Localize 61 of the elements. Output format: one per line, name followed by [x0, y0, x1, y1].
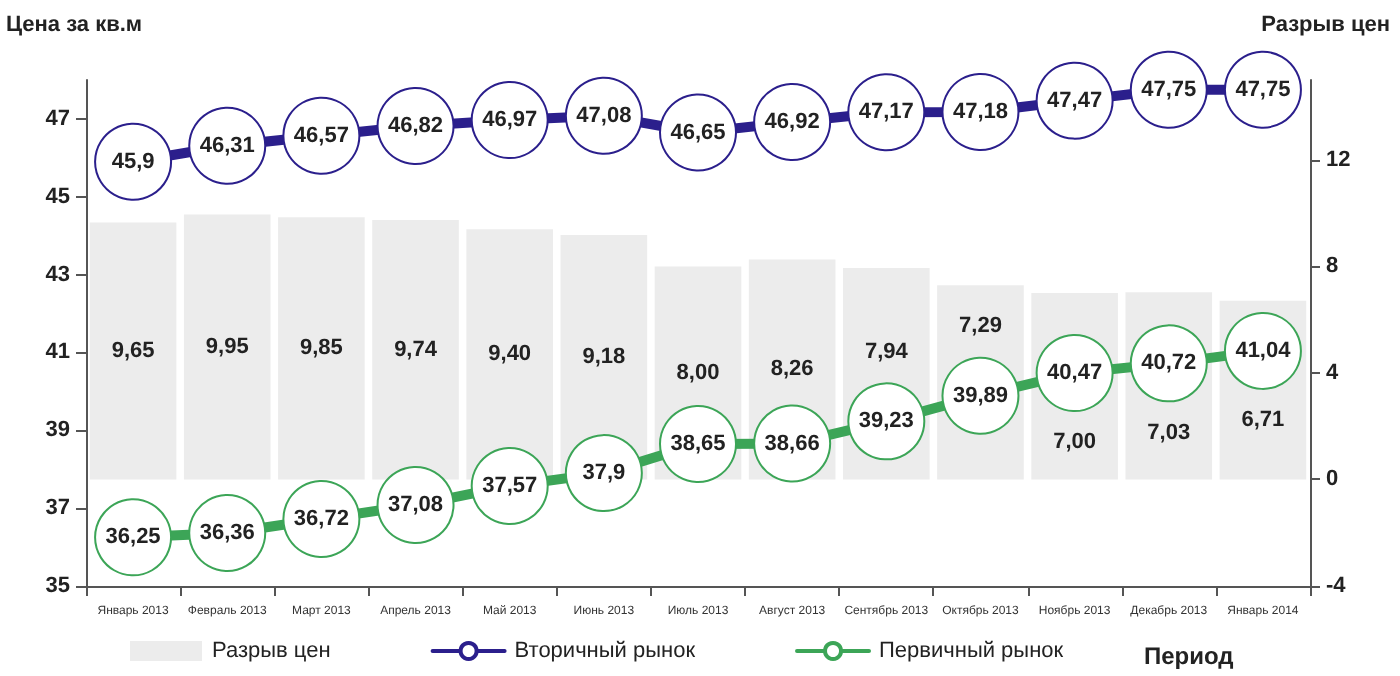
data-label: 9,40 [488, 342, 532, 367]
data-label: 39,89 [952, 383, 1008, 408]
data-label: 7,94 [864, 340, 910, 365]
data-label: 47,08 [576, 103, 632, 128]
data-label: 46,97 [482, 108, 538, 133]
data-label: 7,00 [1053, 430, 1097, 455]
y-tick-label: 41 [45, 340, 70, 365]
bar [372, 220, 459, 480]
y-axis-title: Цена за кв.м [6, 13, 143, 37]
data-label: 46,82 [388, 113, 444, 138]
data-label: 37,57 [482, 473, 538, 498]
legend-label: Вторичный рынок [514, 639, 696, 663]
data-label: 36,72 [293, 507, 349, 532]
data-label: 8,26 [770, 357, 814, 382]
y2-tick-label: -4 [1326, 574, 1348, 598]
y-tick-label: 47 [45, 106, 70, 131]
y-tick-label: 43 [45, 262, 70, 287]
data-label: 37,9 [582, 461, 626, 486]
y-tick-label: 35 [45, 574, 70, 598]
data-label: 9,74 [394, 337, 439, 362]
legend-label: Первичный рынок [879, 639, 1064, 663]
data-label: 46,57 [293, 123, 349, 148]
data-label: 38,66 [764, 431, 820, 456]
data-label: 9,65 [111, 338, 155, 363]
data-label: 40,72 [1141, 351, 1197, 376]
data-label: 39,23 [858, 409, 914, 434]
data-label: 38,65 [670, 431, 726, 456]
data-label: 9,95 [205, 334, 249, 359]
data-label: 47,17 [858, 100, 914, 125]
y-tick-label: 37 [45, 496, 70, 521]
legend-label: Разрыв цен [212, 639, 331, 663]
y2-tick-label: 0 [1326, 467, 1339, 492]
y-tick-label: 45 [45, 184, 70, 209]
data-label: 47,18 [952, 99, 1008, 124]
data-label: 40,47 [1047, 361, 1103, 386]
data-label: 9,18 [582, 345, 626, 370]
data-label: 36,25 [105, 525, 161, 550]
data-label: 6,71 [1241, 408, 1285, 433]
y2-tick-label: 12 [1326, 147, 1351, 172]
x-axis-title: Период [1144, 642, 1235, 670]
y2-tick-label: 4 [1326, 360, 1340, 385]
bar [466, 229, 553, 480]
bar [89, 222, 177, 480]
y-tick-label: 39 [45, 418, 70, 443]
data-label: 47,47 [1047, 88, 1103, 113]
data-label: 47,75 [1235, 77, 1291, 102]
data-label: 46,31 [199, 133, 255, 158]
data-label: 8,00 [676, 360, 720, 385]
data-label: 36,36 [199, 521, 255, 546]
data-label: 7,03 [1147, 420, 1191, 445]
data-label: 46,65 [670, 120, 726, 145]
data-label: 46,92 [764, 110, 820, 135]
data-label: 45,9 [111, 149, 155, 174]
data-label: 7,29 [959, 314, 1002, 339]
bar [278, 217, 365, 480]
data-label: 9,85 [299, 336, 343, 361]
y2-tick-label: 8 [1326, 254, 1339, 279]
y2-axis-title: Разрыв цен [1261, 13, 1390, 37]
data-label: 41,04 [1235, 338, 1293, 363]
data-label: 47,75 [1141, 77, 1197, 102]
data-label: 37,08 [388, 493, 444, 518]
